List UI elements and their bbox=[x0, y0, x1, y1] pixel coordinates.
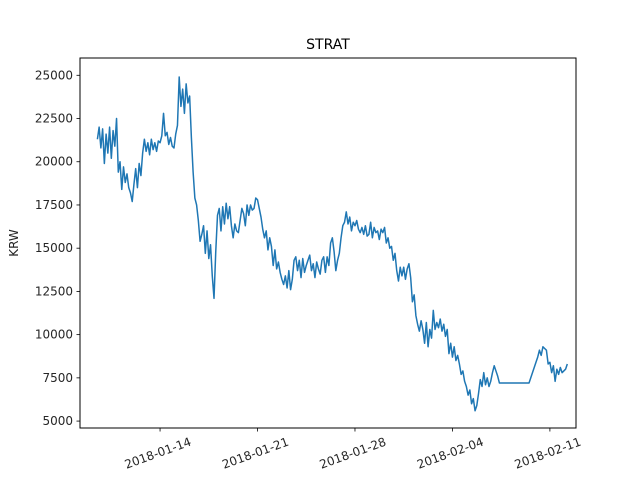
y-tick-label: 10000 bbox=[35, 328, 73, 342]
y-tick-label: 5000 bbox=[42, 414, 73, 428]
y-tick-label: 7500 bbox=[42, 371, 73, 385]
y-tick-label: 22500 bbox=[35, 112, 73, 126]
y-tick-label: 20000 bbox=[35, 155, 73, 169]
y-tick-label: 12500 bbox=[35, 284, 73, 298]
y-axis-label: KRW bbox=[7, 229, 21, 257]
plot-area bbox=[80, 58, 576, 428]
series-line bbox=[96, 76, 569, 412]
y-tick-label: 25000 bbox=[35, 68, 73, 82]
y-tick-label: 15000 bbox=[35, 241, 73, 255]
plot-frame bbox=[79, 57, 577, 429]
y-tick-label: 17500 bbox=[35, 198, 73, 212]
chart-title: STRAT bbox=[306, 37, 350, 53]
y-axis-ticks: 5000 7500 10000 12500 15000 17500 20000 22500 25… bbox=[35, 68, 80, 428]
series-layer bbox=[96, 76, 569, 412]
